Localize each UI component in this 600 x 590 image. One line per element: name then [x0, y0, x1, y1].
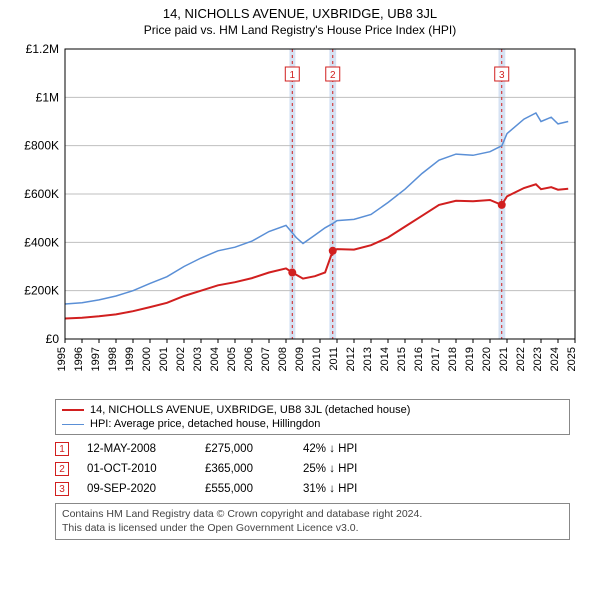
x-tick-label: 2019: [464, 347, 476, 371]
y-tick-label: £600K: [24, 187, 59, 201]
x-tick-label: 2021: [498, 347, 510, 371]
x-tick-label: 2018: [447, 347, 459, 371]
y-tick-label: £1.2M: [26, 42, 59, 56]
x-tick-label: 1996: [73, 347, 85, 371]
x-tick-label: 2009: [294, 347, 306, 371]
legend-item: HPI: Average price, detached house, Hill…: [62, 417, 563, 431]
x-tick-label: 2002: [175, 347, 187, 371]
legend-label: 14, NICHOLLS AVENUE, UXBRIDGE, UB8 3JL (…: [90, 404, 410, 416]
x-tick-label: 1997: [90, 347, 102, 371]
footer-line-2: This data is licensed under the Open Gov…: [62, 522, 563, 536]
x-tick-label: 2015: [396, 347, 408, 371]
x-tick-label: 2005: [226, 347, 238, 371]
transaction-marker: 2: [55, 462, 69, 476]
x-tick-label: 2008: [277, 347, 289, 371]
y-tick-label: £0: [46, 332, 60, 346]
transaction-table: 1 12-MAY-2008 £275,000 42% ↓ HPI 2 01-OCT-201…: [55, 439, 570, 499]
x-tick-label: 2024: [549, 347, 561, 371]
transaction-row: 1 12-MAY-2008 £275,000 42% ↓ HPI: [55, 439, 570, 459]
transaction-date: 09-SEP-2020: [87, 483, 187, 495]
transaction-marker: 3: [55, 482, 69, 496]
legend-item: 14, NICHOLLS AVENUE, UXBRIDGE, UB8 3JL (…: [62, 403, 563, 417]
footer-line-1: Contains HM Land Registry data © Crown c…: [62, 508, 563, 522]
transaction-price: £365,000: [205, 463, 285, 475]
chart-subtitle: Price paid vs. HM Land Registry's House …: [0, 21, 600, 41]
chart-container: 14, NICHOLLS AVENUE, UXBRIDGE, UB8 3JL P…: [0, 0, 600, 590]
transaction-row: 3 09-SEP-2020 £555,000 31% ↓ HPI: [55, 479, 570, 499]
legend: 14, NICHOLLS AVENUE, UXBRIDGE, UB8 3JL (…: [55, 399, 570, 435]
transaction-price: £555,000: [205, 483, 285, 495]
x-tick-label: 2017: [430, 347, 442, 371]
x-tick-label: 2007: [260, 347, 272, 371]
x-tick-label: 2013: [362, 347, 374, 371]
attribution-footer: Contains HM Land Registry data © Crown c…: [55, 503, 570, 540]
x-tick-label: 2004: [209, 347, 221, 371]
transaction-date: 12-MAY-2008: [87, 443, 187, 455]
x-tick-label: 2016: [413, 347, 425, 371]
x-tick-label: 1998: [107, 347, 119, 371]
x-tick-label: 2003: [192, 347, 204, 371]
x-tick-label: 2014: [379, 347, 391, 371]
chart-plot-area: £0 £200K £400K £600K £800K £1M £1.2M 1995 1996 19…: [10, 41, 590, 391]
y-tick-label: £400K: [24, 235, 59, 249]
x-tick-label: 2011: [328, 347, 340, 371]
legend-swatch: [62, 424, 84, 425]
transaction-diff: 31% ↓ HPI: [303, 483, 357, 495]
x-tick-label: 2023: [532, 347, 544, 371]
marker-label: 2: [330, 70, 336, 81]
transaction-diff: 25% ↓ HPI: [303, 463, 357, 475]
y-tick-label: £800K: [24, 139, 59, 153]
transaction-price: £275,000: [205, 443, 285, 455]
transaction-row: 2 01-OCT-2010 £365,000 25% ↓ HPI: [55, 459, 570, 479]
x-tick-label: 2025: [566, 347, 578, 371]
transaction-marker: 1: [55, 442, 69, 456]
chart-title: 14, NICHOLLS AVENUE, UXBRIDGE, UB8 3JL: [0, 0, 600, 21]
x-tick-label: 2010: [311, 347, 323, 371]
sale-point: [329, 247, 337, 255]
legend-label: HPI: Average price, detached house, Hill…: [90, 418, 320, 430]
x-tick-label: 2001: [158, 347, 170, 371]
y-tick-label: £200K: [24, 284, 59, 298]
x-tick-label: 2000: [141, 347, 153, 371]
x-tick-label: 2022: [515, 347, 527, 371]
transaction-diff: 42% ↓ HPI: [303, 443, 357, 455]
x-tick-label: 2020: [481, 347, 493, 371]
sale-point: [288, 269, 296, 277]
sale-point: [498, 201, 506, 209]
x-tick-label: 2006: [243, 347, 255, 371]
x-tick-label: 1999: [124, 347, 136, 371]
legend-swatch: [62, 409, 84, 411]
marker-label: 3: [499, 70, 505, 81]
marker-label: 1: [290, 70, 296, 81]
transaction-date: 01-OCT-2010: [87, 463, 187, 475]
x-tick-label: 1995: [56, 347, 68, 371]
x-tick-label: 2012: [345, 347, 357, 371]
chart-svg: £0 £200K £400K £600K £800K £1M £1.2M 1995 1996 19…: [10, 41, 590, 391]
y-tick-label: £1M: [36, 90, 59, 104]
